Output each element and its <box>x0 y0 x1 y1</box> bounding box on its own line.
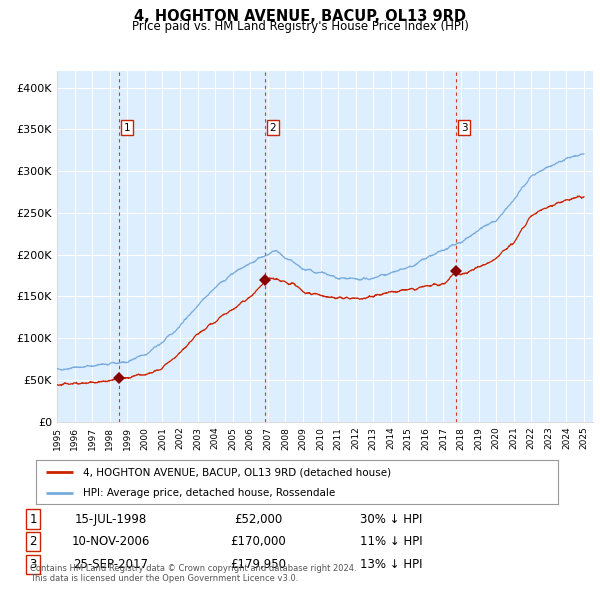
Text: 11% ↓ HPI: 11% ↓ HPI <box>360 535 422 548</box>
Text: 2: 2 <box>29 535 37 548</box>
Text: 3: 3 <box>29 558 37 571</box>
Text: £52,000: £52,000 <box>234 513 282 526</box>
Text: 10-NOV-2006: 10-NOV-2006 <box>72 535 150 548</box>
Text: 15-JUL-1998: 15-JUL-1998 <box>75 513 147 526</box>
Text: 1: 1 <box>124 123 130 133</box>
Text: 4, HOGHTON AVENUE, BACUP, OL13 9RD: 4, HOGHTON AVENUE, BACUP, OL13 9RD <box>134 9 466 24</box>
Text: 3: 3 <box>461 123 467 133</box>
Text: HPI: Average price, detached house, Rossendale: HPI: Average price, detached house, Ross… <box>83 489 335 499</box>
Text: 25-SEP-2017: 25-SEP-2017 <box>74 558 149 571</box>
Text: 1: 1 <box>29 513 37 526</box>
Text: Price paid vs. HM Land Registry's House Price Index (HPI): Price paid vs. HM Land Registry's House … <box>131 20 469 33</box>
Text: 30% ↓ HPI: 30% ↓ HPI <box>360 513 422 526</box>
Text: 4, HOGHTON AVENUE, BACUP, OL13 9RD (detached house): 4, HOGHTON AVENUE, BACUP, OL13 9RD (deta… <box>83 467 391 477</box>
Text: 2: 2 <box>270 123 277 133</box>
Text: Contains HM Land Registry data © Crown copyright and database right 2024.
This d: Contains HM Land Registry data © Crown c… <box>30 563 356 583</box>
Text: £170,000: £170,000 <box>230 535 286 548</box>
Text: £179,950: £179,950 <box>230 558 286 571</box>
Text: 13% ↓ HPI: 13% ↓ HPI <box>360 558 422 571</box>
